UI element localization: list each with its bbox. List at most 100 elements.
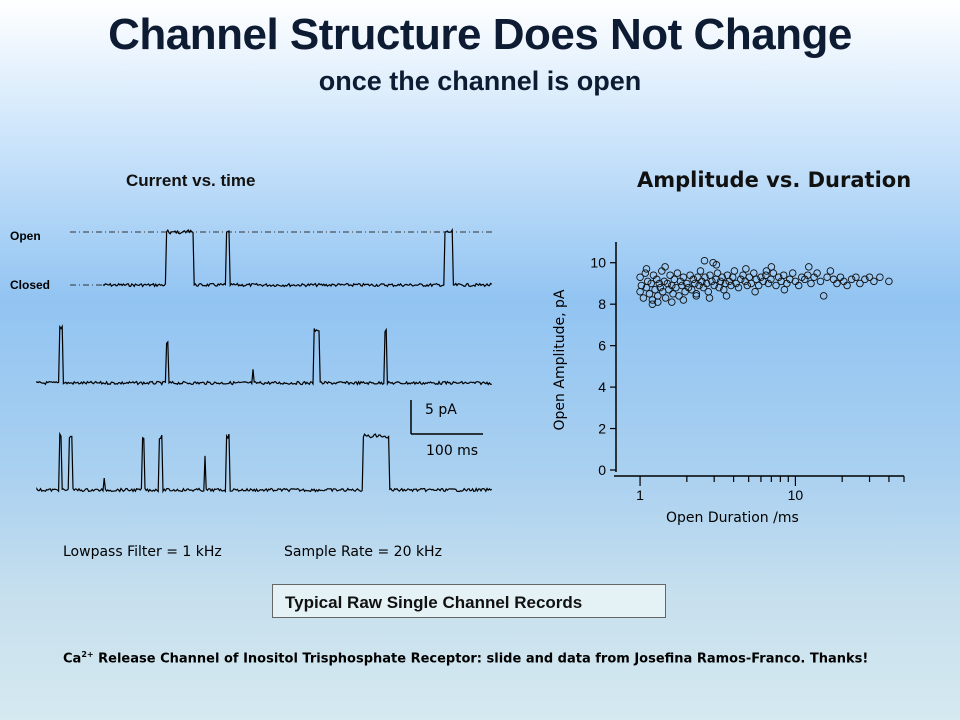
scatter-point: [737, 275, 745, 284]
scale-bar-time-label: 100 ms: [426, 443, 479, 459]
sample-rate-note: Sample Rate = 20 kHz: [284, 544, 442, 560]
current-traces: [36, 227, 494, 494]
credit-line: Ca2+ Release Channel of Inositol Trispho…: [63, 650, 868, 666]
y-tick-label: 10: [590, 255, 606, 271]
scatter-point: [876, 273, 884, 281]
scatter-point: [747, 279, 756, 288]
scatter-point: [732, 279, 740, 288]
scatter-point: [705, 294, 714, 302]
scatter-point: [718, 273, 726, 281]
x-axis-label: Open Duration /ms: [666, 510, 799, 526]
scatter-point: [833, 279, 841, 288]
credit-prefix: Ca: [63, 651, 82, 667]
scatter-point: [683, 279, 691, 288]
scatter-point: [836, 273, 845, 281]
scatter-point: [668, 298, 676, 306]
scatter-point: [750, 269, 758, 277]
filter-note: Lowpass Filter = 1 kHz: [63, 544, 222, 560]
caption-box: [272, 584, 666, 618]
scatter-point: [794, 281, 803, 290]
scatter-point: [661, 294, 670, 302]
scatter-point: [670, 275, 679, 284]
scatter-point: [721, 279, 730, 288]
y-tick-label: 2: [598, 421, 606, 437]
y-tick-label: 0: [598, 462, 606, 478]
open-level-label: Open: [10, 229, 41, 243]
scatter-point: [742, 265, 750, 273]
scatter-point: [734, 283, 743, 292]
scatter-point: [852, 273, 860, 281]
scatter-point: [691, 279, 699, 288]
slide-subtitle: once the channel is open: [318, 66, 642, 96]
scatter-point: [645, 290, 654, 298]
scatter-point: [865, 273, 874, 281]
scatter-point: [648, 300, 657, 308]
scatter-point: [673, 269, 682, 277]
scatter-point: [692, 292, 701, 300]
scatter-point: [658, 267, 666, 275]
scatter-point: [823, 273, 831, 281]
y-axis-label: Open Amplitude, pA: [552, 289, 568, 431]
x-tick-label: 10: [788, 487, 804, 503]
credit-superscript: 2+: [81, 650, 94, 659]
scatter-point: [779, 271, 788, 279]
scatter-point: [780, 285, 789, 294]
y-tick-label: 4: [598, 379, 606, 395]
scatter-point: [807, 279, 815, 288]
scatter-point: [666, 271, 674, 279]
scatter-point: [847, 275, 856, 284]
scatter-point: [648, 296, 657, 304]
trace-row-1: [102, 227, 493, 288]
scatter-point: [654, 298, 662, 306]
scatter-point: [826, 267, 835, 275]
scatter-point: [829, 275, 838, 284]
amplitude-duration-scatter: 0 2 4 6 8 10 1 10: [590, 242, 905, 503]
scatter-point: [861, 275, 869, 284]
scatter-point: [730, 267, 739, 275]
scatter-point: [713, 269, 722, 277]
scatter-point: [759, 277, 767, 286]
scatter-point: [843, 281, 851, 290]
y-tick-label: 8: [598, 296, 606, 312]
scatter-point: [754, 281, 763, 290]
scatter-point: [762, 267, 771, 275]
scatter-point: [661, 263, 669, 271]
credit-text: Release Channel of Inositol Trisphosphat…: [93, 651, 869, 667]
scatter-point: [639, 294, 648, 302]
scatter-point: [840, 277, 848, 286]
scatter-point: [856, 279, 864, 288]
scatter-point: [679, 273, 688, 281]
scatter-point: [687, 285, 696, 294]
scatter-point: [791, 277, 800, 286]
scatter-point: [678, 281, 686, 290]
scatter-point: [679, 296, 688, 304]
scatter-point: [655, 279, 664, 288]
scatter-point: [636, 273, 644, 281]
trace-row-2: [36, 324, 492, 387]
scatter-point: [704, 287, 713, 296]
scatter-point: [651, 285, 659, 294]
scatter-point: [819, 292, 828, 300]
scatter-point: [696, 267, 705, 275]
scatter-point: [762, 271, 770, 279]
scatter-point: [693, 273, 702, 281]
scatter-point: [641, 269, 650, 277]
scatter-point: [637, 281, 646, 290]
slide-title: Channel Structure Does Not Change: [108, 10, 852, 59]
scatter-point: [681, 287, 689, 296]
scatter-point: [788, 269, 797, 277]
scatter-point: [764, 279, 773, 288]
scatter-point: [739, 271, 747, 279]
scatter-point: [647, 279, 655, 288]
scatter-point: [751, 287, 759, 296]
scatter-point: [716, 277, 725, 286]
trace-panel-title: Current vs. time: [126, 171, 256, 190]
scatter-point: [675, 292, 683, 300]
scatter-point: [702, 279, 711, 288]
scatter-point: [745, 273, 754, 281]
scatter-point: [668, 281, 676, 290]
scatter-point: [757, 273, 765, 281]
scatter-point: [722, 292, 731, 300]
trace-row-3: [36, 431, 493, 494]
scatter-point: [767, 263, 776, 271]
